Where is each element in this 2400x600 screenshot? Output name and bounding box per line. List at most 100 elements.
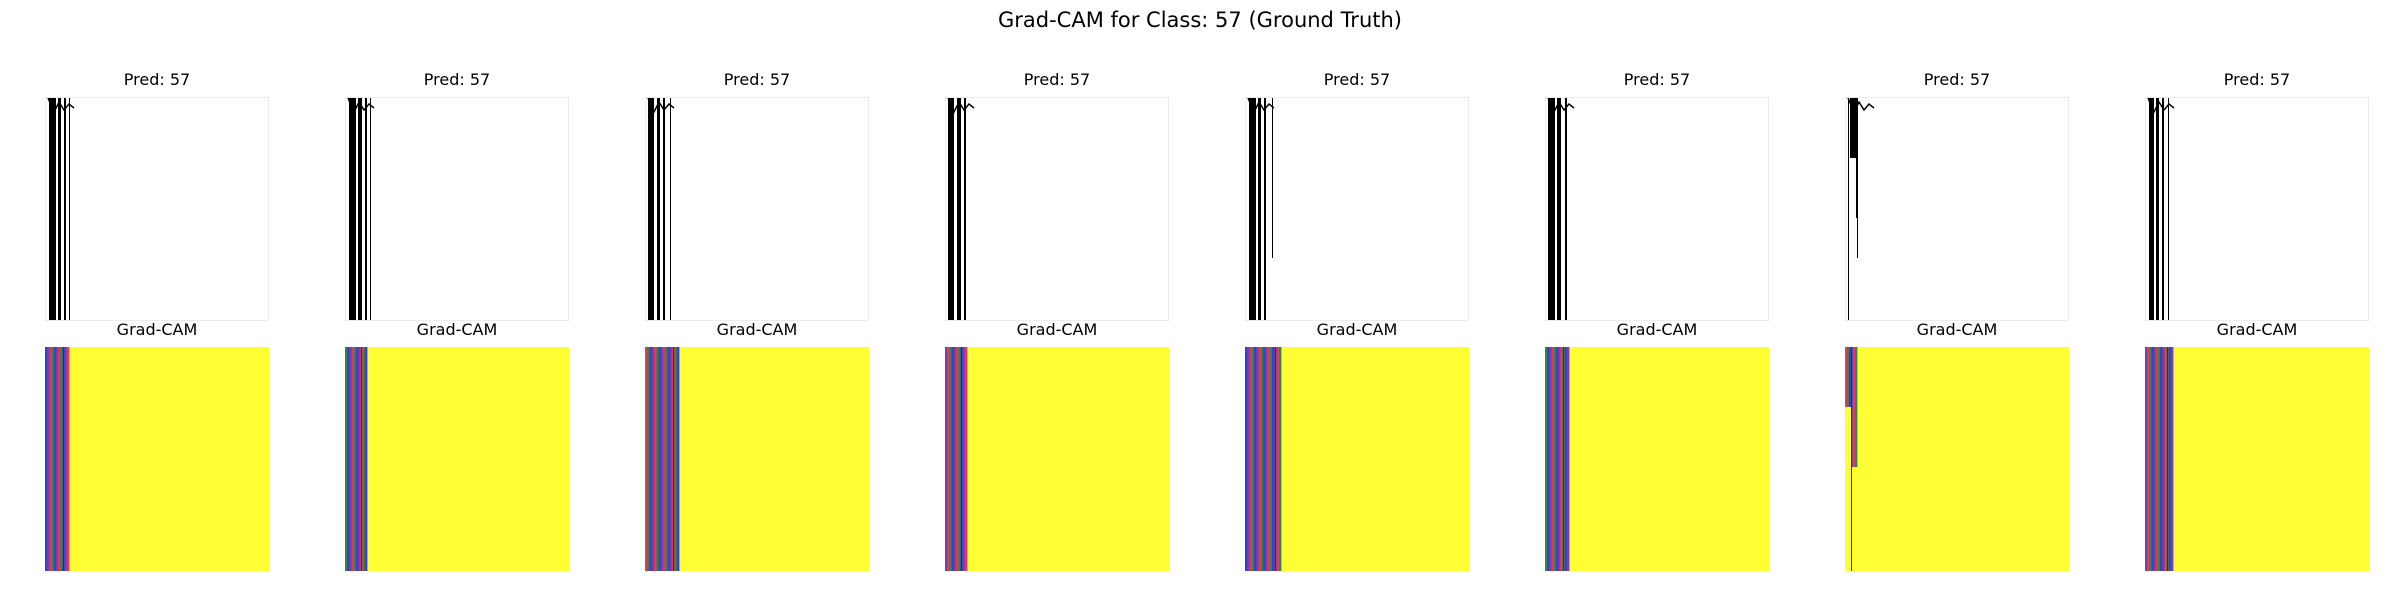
heatmap-stripe [676,347,680,571]
ink-stroke [2149,98,2154,320]
heatmap-stripe [1558,347,1561,571]
heatmap-stripe [649,347,653,571]
ink-stroke [947,98,975,114]
ink-stroke [957,98,961,320]
pred-title: Pred: 57 [123,70,191,89]
heatmap-stripe [47,347,50,571]
gradcam-heatmap [45,347,269,571]
gradcam-title: Grad-CAM [1316,320,1398,339]
heatmap-stripe [1245,347,1248,571]
gradcam-svg [2145,347,2369,571]
heatmap-stripe [358,347,361,571]
heatmap-stripe [958,347,961,571]
heatmap-stripe [1851,347,1854,467]
heatmap-stripe [1258,347,1262,571]
heatmap-stripe [58,347,61,571]
input-image [1545,97,1769,321]
heatmap-stripe [2162,347,2165,571]
gradcam-svg [945,347,1169,571]
heatmap-stripe [962,347,966,571]
ink-stroke [1857,98,1858,258]
gradcam-heatmap [1545,347,1769,571]
heatmap-background [2145,347,2369,571]
heatmap-stripe [345,347,348,571]
ink-stroke [69,98,70,320]
input-image [1845,97,2069,321]
ink-stroke [1557,98,1561,320]
heatmap-stripe [356,347,359,571]
heatmap-stripe [63,347,64,571]
heatmap-stripe [1254,347,1257,571]
heatmap-stripe [1847,347,1850,407]
heatmap-stripe [658,347,662,571]
heatmap-stripe [665,347,669,571]
ink-stroke [349,98,356,320]
heatmap-stripe [945,347,948,571]
heatmap-stripe [60,347,63,571]
heatmap-stripe [961,347,962,571]
heatmap-stripe [1247,347,1250,571]
gradcam-title: Grad-CAM [116,320,198,339]
heatmap-stripe [956,347,959,571]
heatmap-stripe [964,347,968,571]
gradcam-title: Grad-CAM [1916,320,1998,339]
input-image [645,97,869,321]
ink-stroke [64,98,66,320]
ink-stroke [370,98,371,320]
heatmap-stripe [1555,347,1559,571]
heatmap-stripe [949,347,952,571]
heatmap-stripe [1849,347,1852,407]
heatmap-stripe [1564,347,1568,571]
heatmap-stripe [2151,347,2155,571]
heatmap-stripe [1249,347,1253,571]
heatmap-stripe [2153,347,2157,571]
input-image-svg [47,98,75,320]
heatmap-stripe [1265,347,1268,571]
heatmap-stripe [673,347,674,571]
heatmap-stripe [1547,347,1550,571]
heatmap-background [1245,347,1469,571]
gradcam-heatmap [345,347,569,571]
heatmap-stripe [1855,347,1858,467]
gradcam-heatmap [1245,347,1469,571]
input-image-svg [2147,98,2175,320]
heatmap-stripe [651,347,655,571]
gradcam-title: Grad-CAM [1616,320,1698,339]
heatmap-stripe [1276,347,1280,571]
ink-stroke [1258,98,1261,320]
input-image [2145,97,2369,321]
input-image [345,97,569,321]
ink-stroke [365,98,367,320]
heatmap-background [45,347,269,571]
figure-title: Grad-CAM for Class: 57 (Ground Truth) [998,8,1402,32]
ink-stroke [2162,98,2164,320]
heatmap-stripe [1845,347,1848,407]
heatmap-stripe [2149,347,2152,571]
heatmap-stripe [660,347,664,571]
heatmap-stripe [64,347,68,571]
pred-title: Pred: 57 [2223,70,2291,89]
gradcam-heatmap [645,347,869,571]
heatmap-stripe [953,347,957,571]
ink-stroke [2168,98,2169,320]
heatmap-stripe [1275,347,1276,571]
ink-stroke [1548,98,1555,320]
ink-stroke [670,98,671,320]
heatmap-background [345,347,569,571]
heatmap-stripe [1251,347,1255,571]
heatmap-stripe [951,347,955,571]
gradcam-heatmap [1845,347,2069,571]
gradcam-title: Grad-CAM [416,320,498,339]
pred-title: Pred: 57 [1923,70,1991,89]
heatmap-stripe [2167,347,2168,571]
heatmap-stripe [647,347,650,571]
heatmap-stripe [645,347,648,571]
gradcam-heatmap [2145,347,2369,571]
heatmap-stripe [2145,347,2148,571]
input-image-svg [1247,98,1275,320]
pred-title: Pred: 57 [1323,70,1391,89]
gradcam-title: Grad-CAM [1016,320,1098,339]
heatmap-stripe [654,347,657,571]
heatmap-stripe [1549,347,1552,571]
heatmap-stripe [49,347,52,571]
